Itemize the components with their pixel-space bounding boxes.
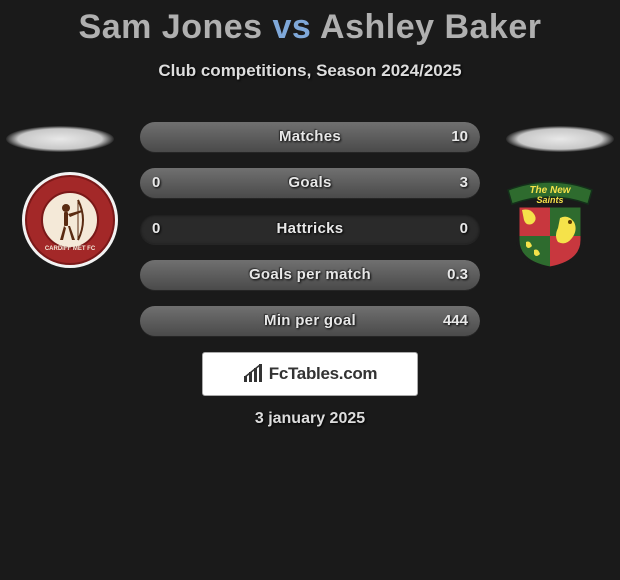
stat-row: Matches10 (140, 122, 480, 152)
player1-shadow (6, 126, 114, 152)
stat-value-left: 0 (152, 214, 160, 244)
stat-row: Min per goal444 (140, 306, 480, 336)
tns-crest-icon: The New Saints (500, 170, 600, 270)
stat-value-right: 444 (443, 306, 468, 336)
cardiff-met-crest-icon: CARDIFF MET FC (20, 170, 120, 270)
club-badge-left: CARDIFF MET FC (20, 170, 120, 270)
date-text: 3 january 2025 (0, 410, 620, 428)
vs-text: vs (273, 8, 312, 46)
player1-name: Sam Jones (79, 8, 263, 46)
club-badge-right: The New Saints (500, 170, 600, 270)
svg-text:Saints: Saints (536, 195, 563, 205)
stat-label: Goals per match (140, 260, 480, 290)
stat-row: Goals0 3 (140, 168, 480, 198)
stat-label: Matches (140, 122, 480, 152)
stat-label: Min per goal (140, 306, 480, 336)
stat-row: Goals per match0.3 (140, 260, 480, 290)
subtitle: Club competitions, Season 2024/2025 (0, 61, 620, 81)
stat-value-right: 0.3 (447, 260, 468, 290)
comparison-title: Sam Jones vs Ashley Baker (0, 0, 620, 47)
stat-value-right: 0 (460, 214, 468, 244)
bar-chart-icon (243, 364, 265, 384)
svg-text:CARDIFF MET FC: CARDIFF MET FC (45, 246, 96, 252)
stats-container: Matches10Goals03Hattricks00Goals per mat… (140, 122, 480, 352)
stat-value-left: 0 (152, 168, 160, 198)
stat-value-right: 3 (460, 168, 468, 198)
brand-box[interactable]: FcTables.com (202, 352, 418, 396)
brand-text: FcTables.com (269, 364, 378, 384)
stat-value-right: 10 (451, 122, 468, 152)
player2-name: Ashley Baker (320, 8, 541, 46)
stat-label: Hattricks (140, 214, 480, 244)
stat-row: Hattricks0 0 (140, 214, 480, 244)
stat-label: Goals (140, 168, 480, 198)
player2-shadow (506, 126, 614, 152)
